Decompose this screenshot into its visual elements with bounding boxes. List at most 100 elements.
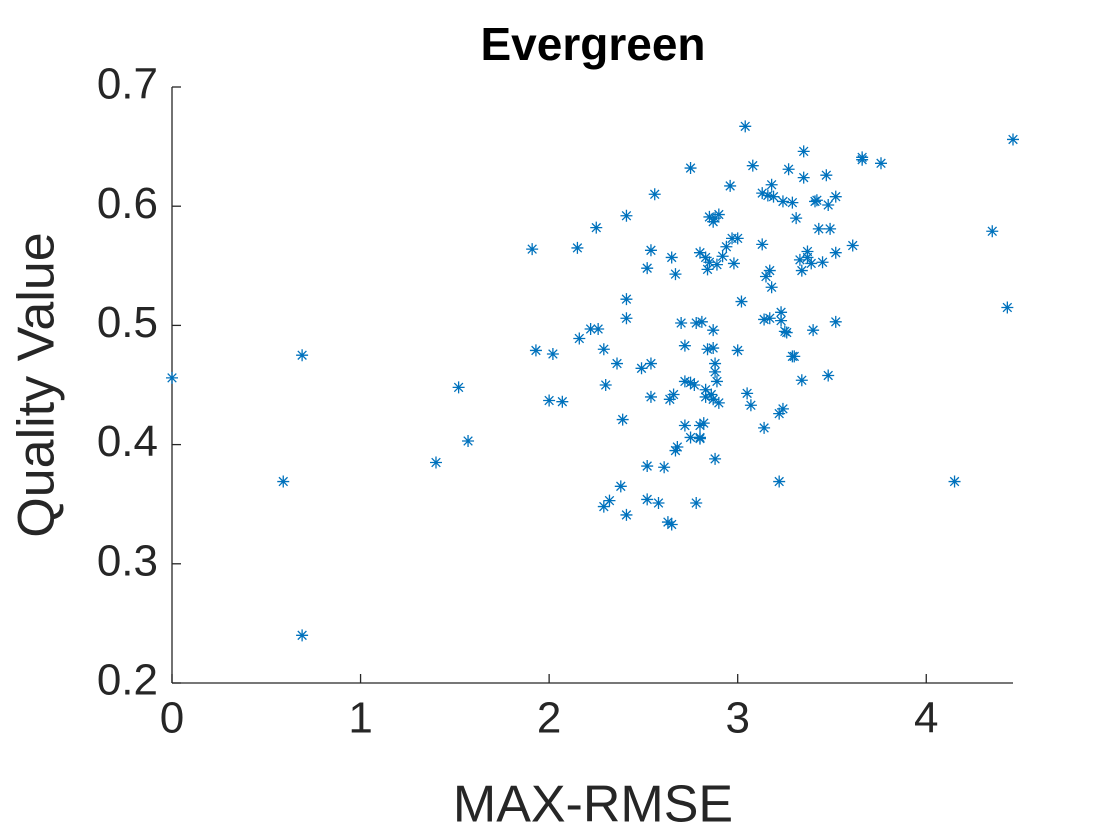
scatter-point: [773, 475, 786, 488]
scatter-point: [661, 516, 674, 529]
scatter-point: [669, 444, 682, 457]
scatter-point: [744, 399, 757, 412]
scatter-point: [699, 251, 712, 264]
y-tick-label: 0.6: [97, 179, 158, 228]
scatter-point: [707, 215, 720, 228]
scatter-point: [695, 315, 708, 328]
x-tick-label: 2: [537, 694, 561, 743]
scatter-point: [277, 475, 290, 488]
scatter-point: [697, 417, 710, 430]
scatter-point: [675, 317, 688, 330]
scatter-point: [616, 413, 629, 426]
scatter-point: [709, 357, 722, 370]
scatter-point: [599, 379, 612, 391]
y-tick-label: 0.4: [97, 417, 158, 466]
scatter-point: [707, 324, 720, 337]
scatter-point: [816, 256, 829, 269]
scatter-point: [758, 313, 771, 326]
scatter-point: [761, 189, 774, 202]
scatter-point: [529, 344, 542, 357]
scatter-point: [812, 222, 825, 235]
scatter-point: [948, 475, 961, 488]
scatter-point: [705, 388, 718, 401]
scatter-point: [620, 508, 633, 521]
scatter-point: [735, 295, 748, 308]
scatter-point: [603, 494, 616, 507]
scatter-point: [571, 241, 584, 254]
scatter-point: [678, 375, 691, 388]
scatter-point: [707, 393, 720, 406]
scatter-point: [829, 315, 842, 328]
scatter-point: [731, 232, 744, 245]
scatter-point: [688, 379, 701, 391]
scatter-point: [620, 312, 633, 325]
scatter-point: [767, 190, 780, 203]
scatter-point: [584, 322, 597, 335]
scatter-point: [795, 374, 808, 387]
scatter-point: [699, 390, 712, 403]
scatter-point: [801, 245, 814, 258]
scatter-point: [590, 221, 603, 234]
scatter-point: [641, 493, 654, 506]
scatter-point: [641, 460, 654, 473]
y-tick-label: 0.3: [97, 536, 158, 585]
y-tick-label: 0.2: [97, 656, 158, 705]
x-axis-label: MAX-RMSE: [453, 776, 733, 834]
scatter-point: [665, 518, 678, 531]
scatter-point: [824, 222, 837, 235]
scatter-point: [846, 239, 859, 252]
scatter-point: [709, 452, 722, 465]
scatter-point: [986, 225, 999, 238]
scatter-point: [556, 395, 569, 408]
scatter-point: [526, 243, 539, 256]
scatter-point: [693, 419, 706, 432]
scatter-point: [543, 394, 556, 407]
scatter-point: [701, 263, 714, 276]
scatter-point: [669, 268, 682, 281]
scatter-point: [756, 187, 769, 200]
scatter-point: [707, 342, 720, 355]
scatter-point: [773, 407, 786, 420]
y-tick-label: 0.7: [97, 60, 158, 109]
scatter-point: [793, 253, 806, 266]
scatter-point: [720, 240, 733, 253]
scatter-point: [758, 421, 771, 434]
scatter-point: [765, 281, 778, 294]
scatter-point: [644, 390, 657, 403]
scatter-point: [1007, 133, 1019, 146]
scatter-point: [693, 432, 706, 445]
scatter-point: [597, 343, 610, 356]
scatter-point: [462, 435, 475, 448]
scatter-point: [611, 357, 624, 370]
scatter-point: [648, 188, 661, 201]
scatter-point: [727, 257, 740, 270]
scatter-point: [703, 210, 716, 223]
scatter-point: [296, 349, 309, 362]
scatter-point: [780, 326, 793, 339]
scatter-point: [875, 157, 888, 170]
scatter-point: [712, 396, 725, 409]
scatter-point: [693, 246, 706, 259]
scatter-point: [822, 199, 835, 212]
scatter-point: [822, 369, 835, 382]
scatter-point: [710, 375, 723, 388]
scatter-point: [546, 348, 559, 361]
scatter-point: [678, 339, 691, 352]
scatter-point: [788, 350, 801, 363]
scatter-point: [699, 383, 712, 396]
scatter-point: [690, 497, 703, 510]
scatter-point: [763, 312, 776, 325]
scatter-point: [712, 208, 725, 221]
scatter-point: [667, 388, 680, 401]
scatter-point: [678, 419, 691, 432]
scatter-point: [701, 343, 714, 356]
y-axis-label: Quality Value: [8, 232, 66, 537]
scatter-point: [776, 195, 789, 208]
scatter-point: [786, 196, 799, 209]
scatter-point: [797, 145, 810, 158]
scatter-point: [614, 480, 627, 493]
scatter-point: [724, 179, 737, 192]
scatter-point: [644, 244, 657, 257]
scatter-point: [641, 262, 654, 275]
scatter-point: [620, 209, 633, 222]
